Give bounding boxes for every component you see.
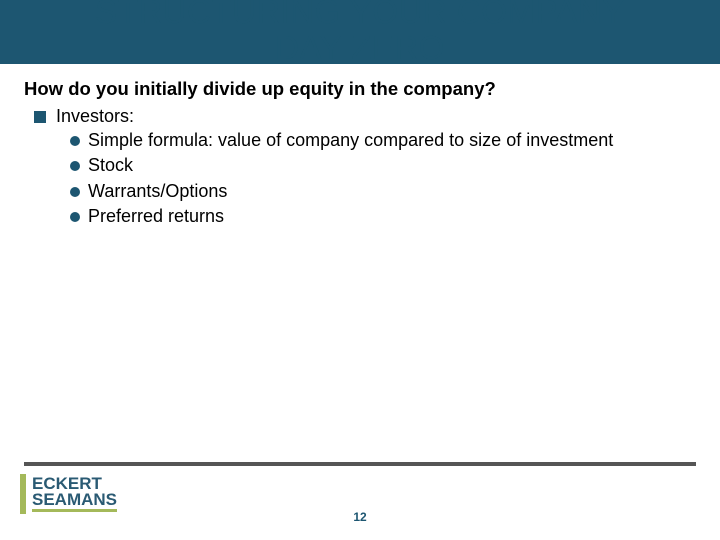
- bullet-level1: Investors:: [34, 106, 696, 127]
- logo-bar-icon: [20, 474, 26, 514]
- slide-title: STRUCTURING YOUR COMPANY DAY ZERO: [0, 0, 720, 67]
- title-line2: DAY ZERO: [0, 30, 720, 66]
- bullet-l2-text: Warrants/Options: [88, 180, 227, 203]
- content-area: How do you initially divide up equity in…: [24, 78, 696, 231]
- bullet-l2-text: Stock: [88, 154, 133, 177]
- bullet-l1-text: Investors:: [56, 106, 134, 127]
- title-line1: STRUCTURING YOUR COMPANY: [95, 0, 625, 30]
- page-number: 12: [0, 510, 720, 524]
- bullet-level2: Preferred returns: [70, 205, 696, 228]
- circle-bullet-icon: [70, 136, 80, 146]
- footer-rule: [24, 462, 696, 466]
- question-heading: How do you initially divide up equity in…: [24, 78, 696, 100]
- bullet-level2: Warrants/Options: [70, 180, 696, 203]
- bullet-l2-text: Preferred returns: [88, 205, 224, 228]
- square-bullet-icon: [34, 111, 46, 123]
- circle-bullet-icon: [70, 161, 80, 171]
- bullet-level2: Simple formula: value of company compare…: [70, 129, 696, 152]
- company-logo: ECKERT SEAMANS: [20, 474, 117, 514]
- bullet-level2: Stock: [70, 154, 696, 177]
- circle-bullet-icon: [70, 212, 80, 222]
- circle-bullet-icon: [70, 187, 80, 197]
- logo-text: ECKERT SEAMANS: [32, 476, 117, 512]
- bullet-l2-text: Simple formula: value of company compare…: [88, 129, 613, 152]
